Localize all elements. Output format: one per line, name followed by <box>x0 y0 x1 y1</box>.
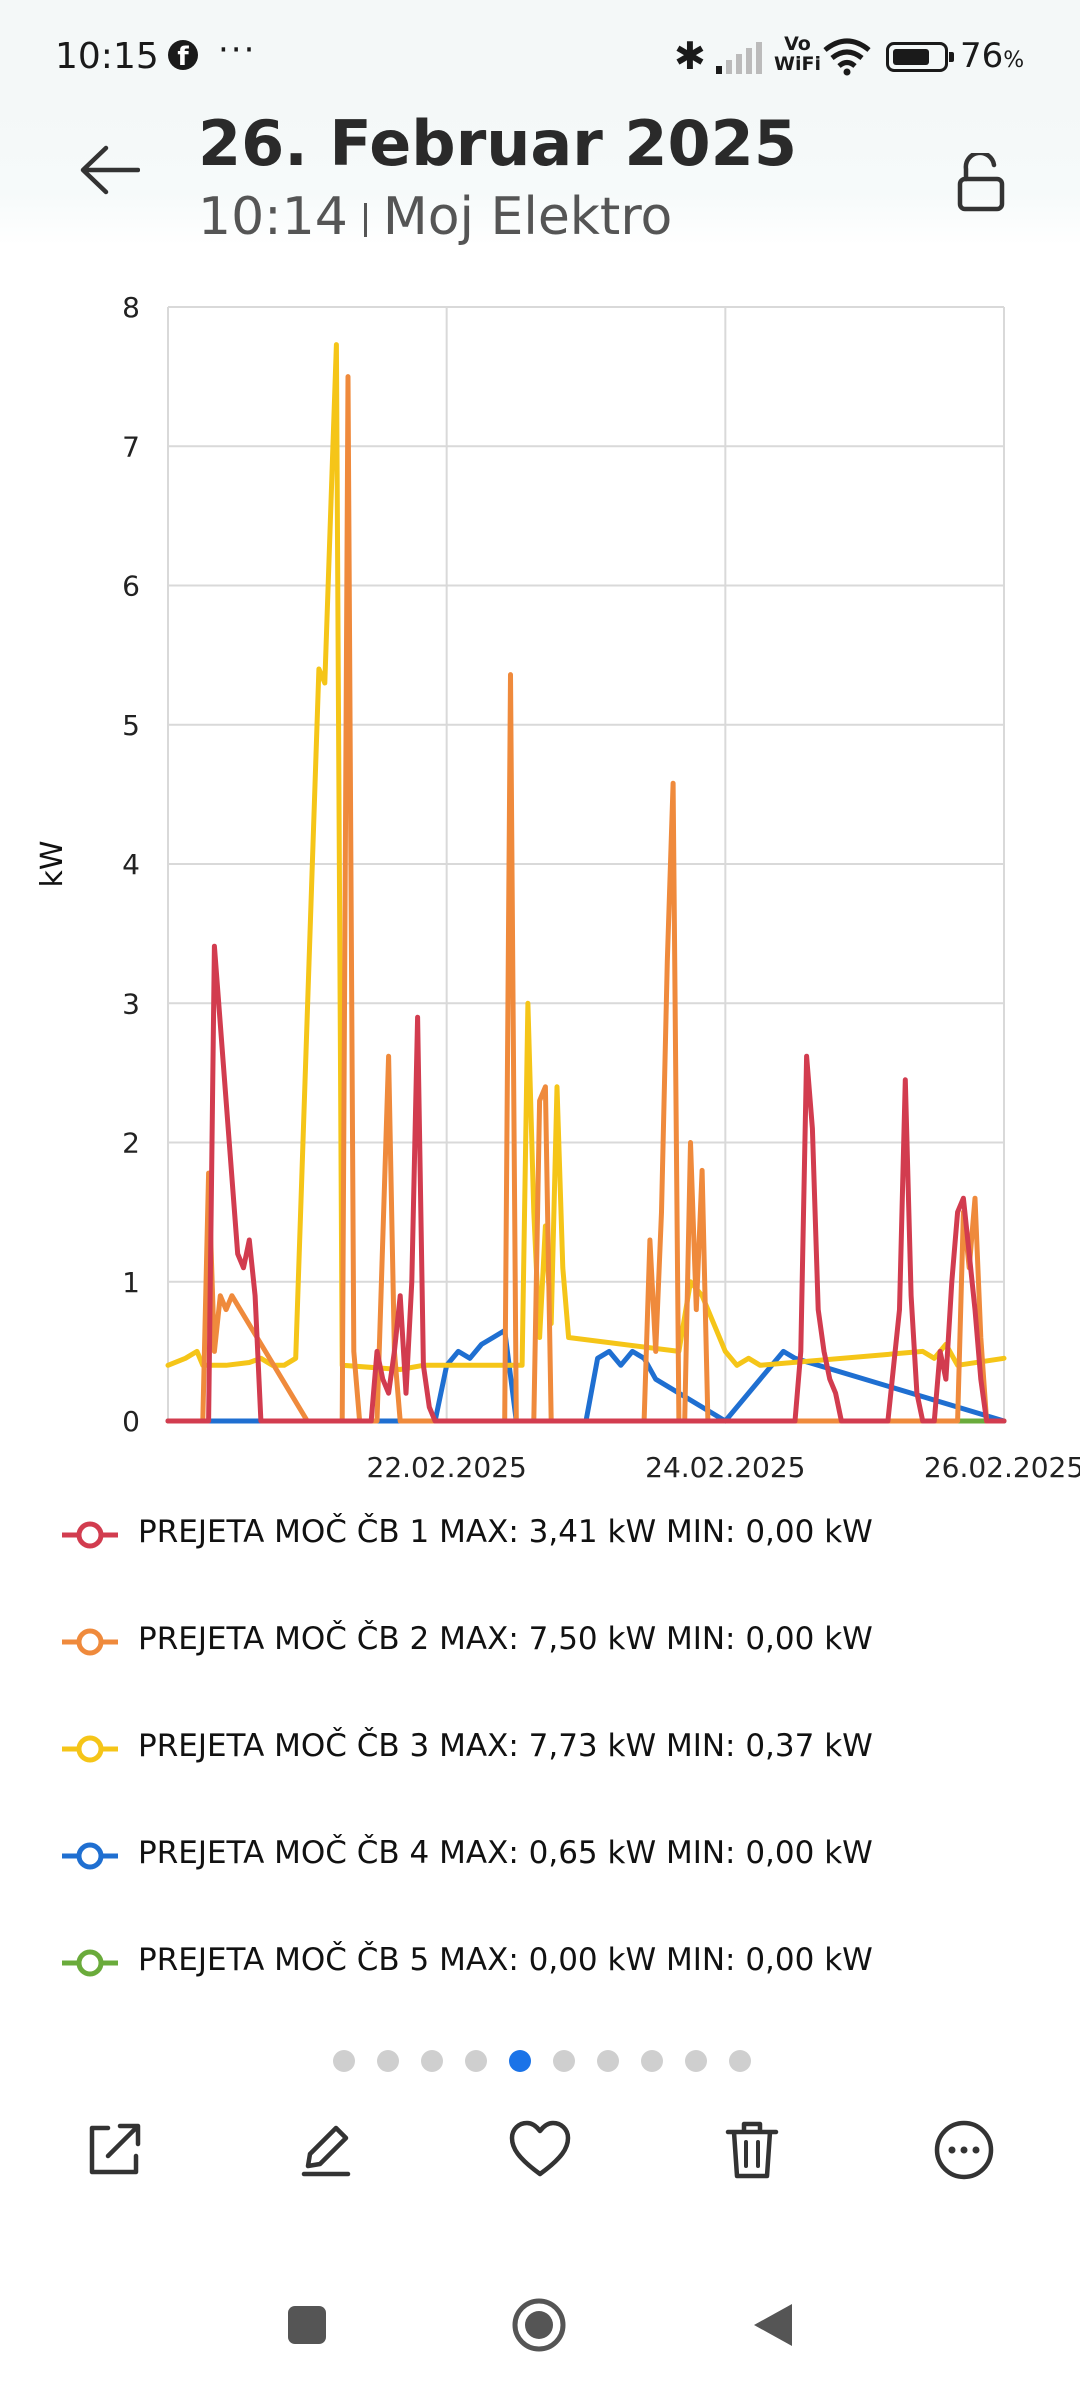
photo-pager <box>0 2050 1080 2076</box>
share-icon <box>89 2123 141 2175</box>
vowifi-icon: Vo WiFi <box>774 34 821 74</box>
y-tick-label: 4 <box>122 848 140 881</box>
edit-icon <box>301 2125 351 2177</box>
legend-marker-icon <box>62 1521 118 1549</box>
y-tick-label: 5 <box>122 709 140 742</box>
pager-dot[interactable] <box>465 2050 487 2072</box>
y-tick-label: 2 <box>122 1127 140 1160</box>
legend-label: PREJETA MOČ ČB 3 MAX: 7,73 kW MIN: 0,37 … <box>138 1728 873 1764</box>
system-nav-bar <box>0 2290 1080 2380</box>
pager-dot[interactable] <box>685 2050 707 2072</box>
photo-header: 26. Februar 2025 10:14 Moj Elektro <box>0 95 1080 247</box>
legend-marker-icon <box>62 1842 118 1870</box>
y-tick-label: 8 <box>122 291 140 324</box>
battery-icon <box>886 42 954 72</box>
favorite-button[interactable] <box>500 2110 580 2190</box>
subtitle-separator <box>363 203 367 237</box>
bluetooth-icon: ✱ <box>674 34 706 78</box>
legend-marker-icon <box>62 1949 118 1977</box>
photo-date: 26. Februar 2025 <box>198 107 797 180</box>
wifi-icon <box>823 38 871 76</box>
series-line-4 <box>165 1328 1007 1424</box>
photo-album: Moj Elektro <box>382 187 673 247</box>
share-button[interactable] <box>74 2110 154 2190</box>
photo-toolbar <box>0 2110 1080 2200</box>
pager-dot[interactable] <box>729 2050 751 2072</box>
legend-label: PREJETA MOČ ČB 4 MAX: 0,65 kW MIN: 0,00 … <box>138 1835 873 1871</box>
pager-dot[interactable] <box>641 2050 663 2072</box>
more-button[interactable] <box>924 2110 1004 2190</box>
signal-icon <box>716 42 762 74</box>
vowifi-top: Vo <box>784 33 811 55</box>
recents-icon <box>288 2306 326 2344</box>
pager-dot[interactable] <box>421 2050 443 2072</box>
series-line-2 <box>165 374 1007 1424</box>
legend-label: PREJETA MOČ ČB 2 MAX: 7,50 kW MIN: 0,00 … <box>138 1621 873 1657</box>
unlock-icon[interactable] <box>956 153 1006 213</box>
legend-label: PREJETA MOČ ČB 1 MAX: 3,41 kW MIN: 0,00 … <box>138 1514 873 1550</box>
facebook-icon: f <box>168 40 198 70</box>
nav-back-icon <box>754 2304 792 2346</box>
y-tick-label: 7 <box>122 430 140 463</box>
battery-percent: 76% <box>960 36 1024 76</box>
y-tick-label: 3 <box>122 987 140 1020</box>
legend-marker-icon <box>62 1628 118 1656</box>
battery-percent-value: 76 <box>960 36 1004 76</box>
power-chart: 0 1 2 3 4 5 6 7 8 22.02.2025 24.02.2025 26.02.2025 k… <box>0 280 1080 1500</box>
edit-button[interactable] <box>286 2110 366 2190</box>
battery-percent-suffix: % <box>1003 48 1025 73</box>
battery-tip <box>949 52 954 62</box>
vowifi-bottom: WiFi <box>774 53 821 75</box>
status-time: 10:15 <box>55 36 159 77</box>
x-tick-label: 26.02.2025 <box>924 1451 1080 1484</box>
home-button[interactable] <box>504 2290 574 2360</box>
y-tick-label: 1 <box>122 1266 140 1299</box>
y-tick-label: 6 <box>122 570 140 603</box>
y-tick-label: 0 <box>122 1405 140 1438</box>
x-tick-label: 24.02.2025 <box>645 1451 805 1484</box>
battery-fill <box>893 49 930 65</box>
y-axis-label: kW <box>35 840 70 887</box>
favorite-icon <box>509 2120 571 2177</box>
legend-label: PREJETA MOČ ČB 5 MAX: 0,00 kW MIN: 0,00 … <box>138 1942 873 1978</box>
photo-subtitle: 10:14 Moj Elektro <box>198 187 672 247</box>
pager-dot-active[interactable] <box>509 2050 531 2072</box>
photo-time: 10:14 <box>198 187 348 247</box>
recents-button[interactable] <box>272 2290 342 2360</box>
home-icon <box>512 2298 566 2352</box>
pager-dot[interactable] <box>377 2050 399 2072</box>
pager-dot[interactable] <box>597 2050 619 2072</box>
series-line-3 <box>165 342 1007 1372</box>
legend-marker-icon <box>62 1735 118 1763</box>
status-bar: 10:15 f ··· ✱ Vo WiFi 76% <box>0 0 1080 110</box>
series-line-1 <box>165 943 1007 1424</box>
more-icon <box>934 2120 994 2180</box>
pager-dot[interactable] <box>553 2050 575 2072</box>
more-dots-icon: ··· <box>218 30 257 70</box>
delete-icon <box>725 2121 779 2179</box>
delete-button[interactable] <box>712 2110 792 2190</box>
pager-dot[interactable] <box>333 2050 355 2072</box>
x-tick-label: 22.02.2025 <box>367 1451 527 1484</box>
chart-svg: 0 1 2 3 4 5 6 7 8 22.02.2025 24.02.2025 26.02.2025 k… <box>35 291 1080 1484</box>
back-arrow-icon[interactable] <box>78 145 140 195</box>
back-button[interactable] <box>738 2290 808 2360</box>
